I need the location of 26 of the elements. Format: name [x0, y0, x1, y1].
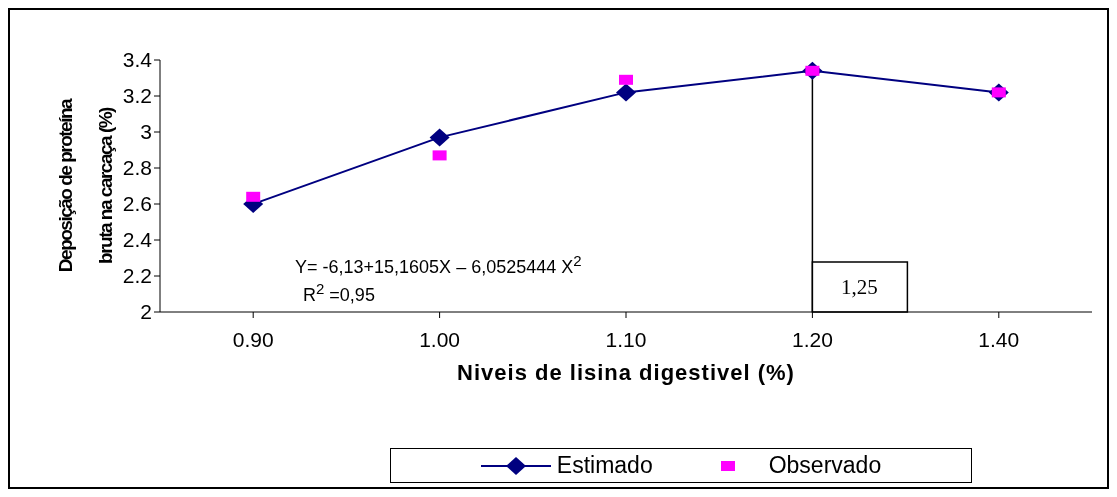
label-box: 1,25 [811, 261, 909, 313]
y-tick-label: 3.2 [122, 84, 152, 108]
point [432, 150, 447, 161]
x-tick-label: 1.10 [605, 327, 647, 351]
legend-label: Observado [768, 452, 882, 479]
y-tick-label: 2.6 [122, 192, 152, 216]
annotation: R$^{2}$ =0,95 [302, 279, 376, 306]
annotation: Y= -6,13+15,1605X – 6,0525444 X$^{2}$ [295, 251, 582, 278]
y-tick-label: 2.8 [122, 156, 152, 180]
x-tick-label: 1.20 [791, 327, 833, 351]
ref-line-label: 1,25 [841, 275, 878, 299]
y-tick-label: 3 [140, 120, 152, 144]
x-tick-label: 0.90 [232, 327, 274, 351]
x-tick-label: 1.00 [419, 327, 461, 351]
y-tick-label: 2.2 [122, 264, 152, 288]
legend-label: Estimado [556, 452, 653, 479]
x-tick-label: 1.40 [978, 327, 1020, 351]
y-tick-label: 3.4 [122, 48, 153, 72]
y-tick-label: 2 [140, 300, 152, 324]
point [246, 191, 261, 202]
point [429, 128, 450, 147]
y-axis-title: Deposição de proteína bruta na carcaça (%) [55, 97, 116, 273]
y-tick-label: 2.4 [122, 228, 153, 252]
point [619, 74, 633, 85]
x-axis-title: Niveis de lisina digestivel (%) [457, 360, 795, 385]
point [616, 83, 636, 102]
